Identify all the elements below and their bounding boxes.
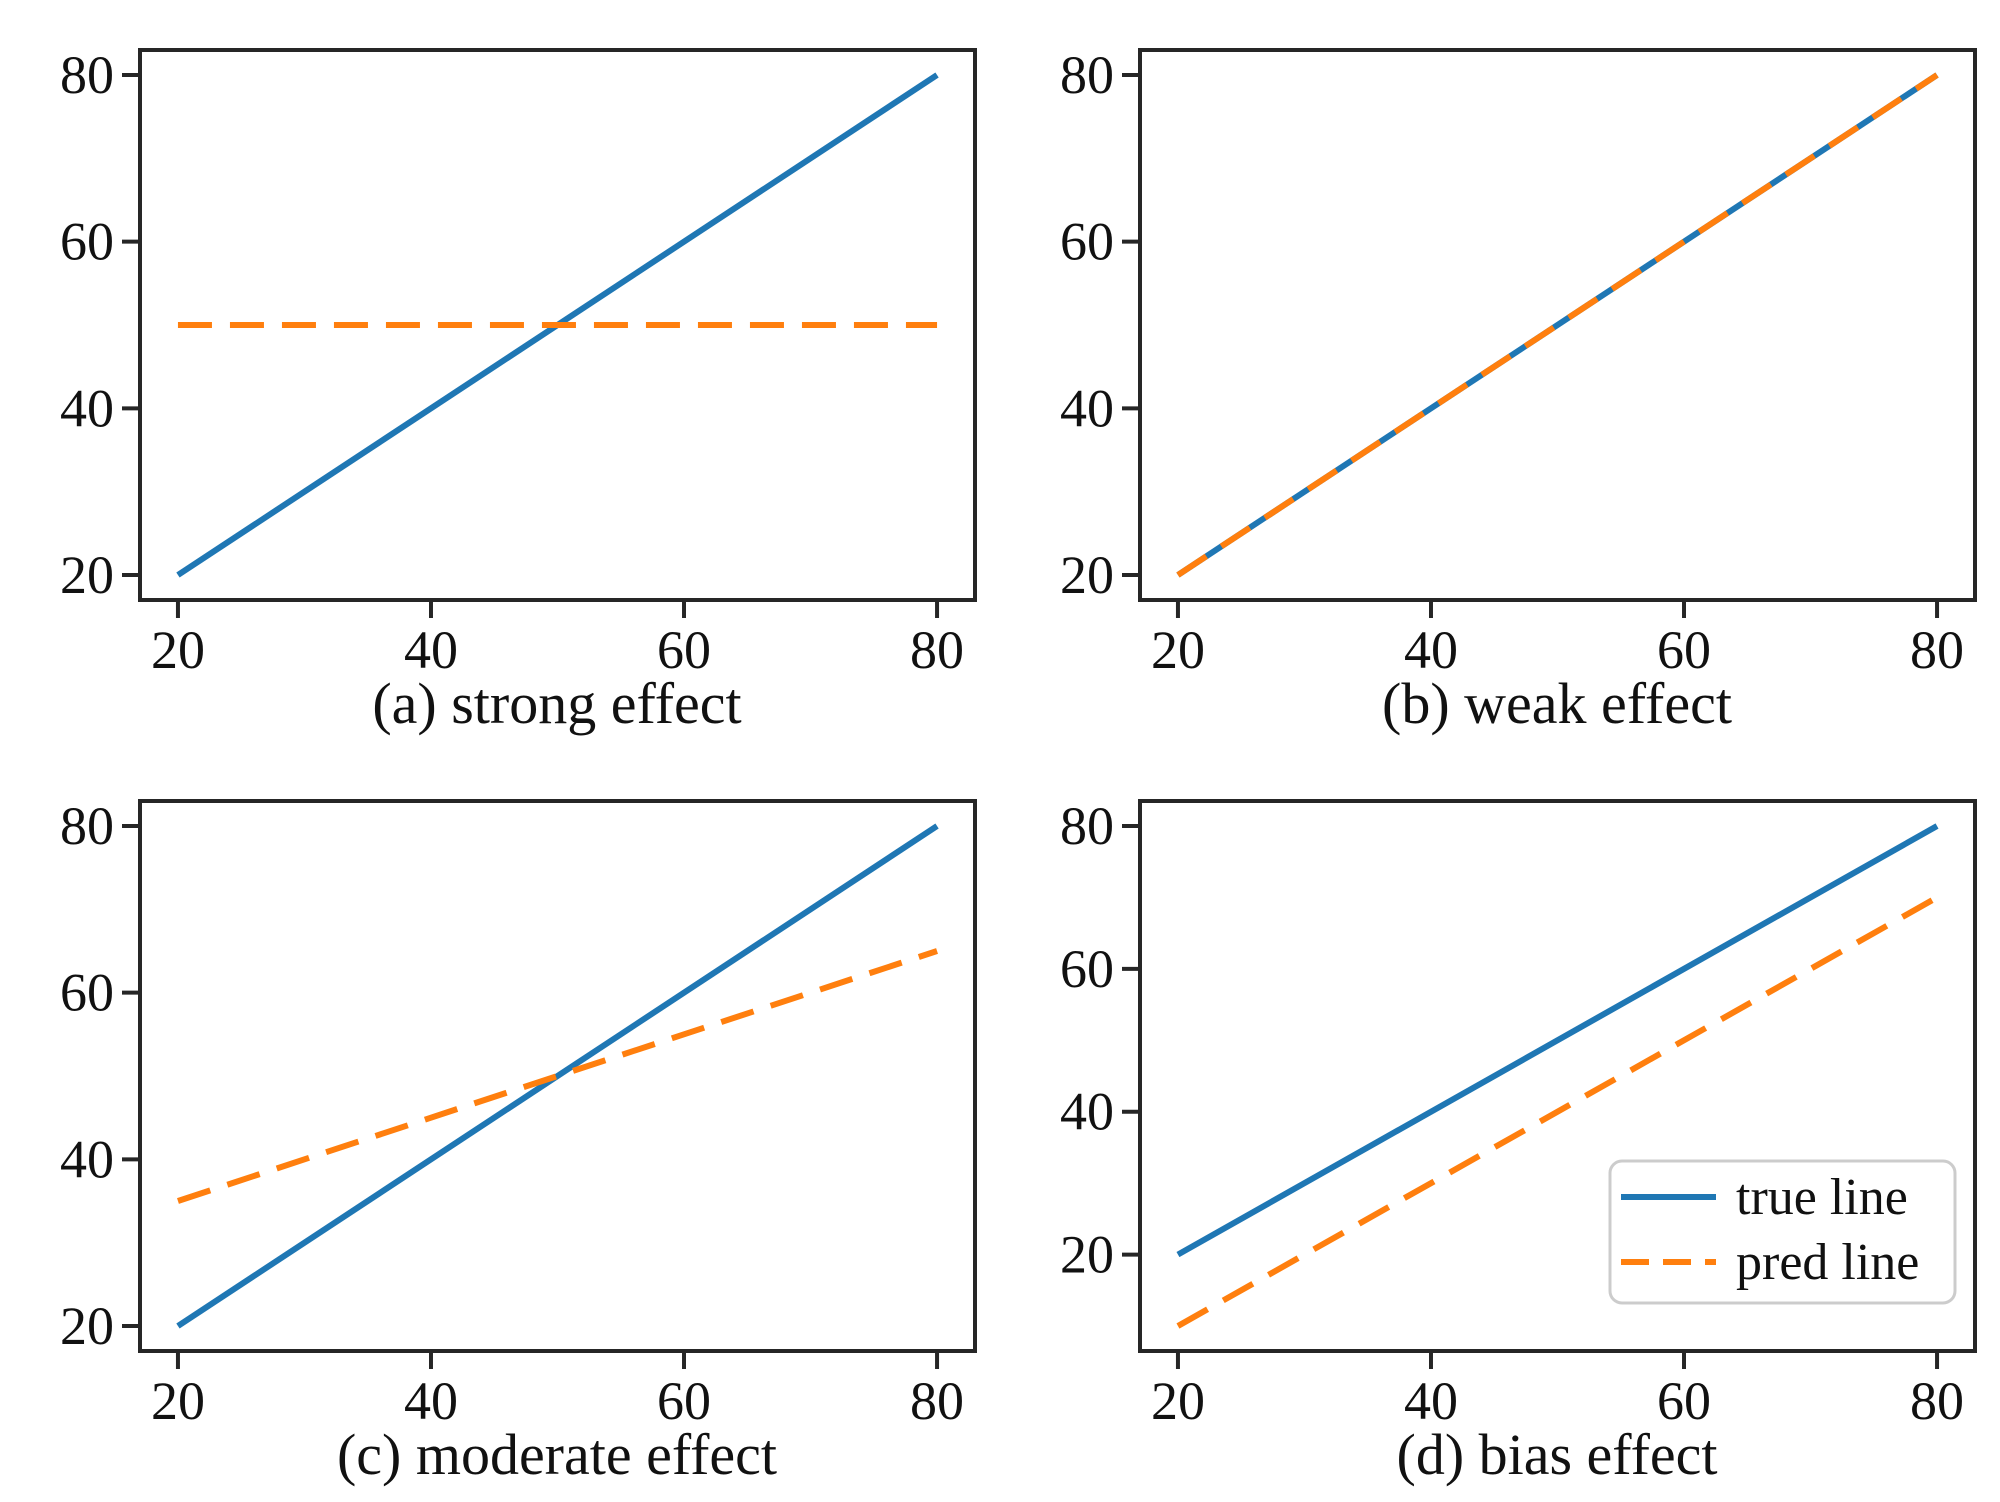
x-tick-label: 40: [404, 620, 458, 680]
legend-label: true line: [1736, 1169, 1908, 1226]
x-tick-label: 60: [1657, 1371, 1711, 1431]
panel-b-weak-effect: 20 40 60 80 20 40 60 80 (b) weak effect: [1000, 0, 2000, 751]
x-tick-label: 60: [657, 620, 711, 680]
y-tick-label: 40: [60, 1129, 114, 1189]
x-tick-label: 20: [151, 1371, 205, 1431]
x-tick-label: 80: [910, 620, 964, 680]
x-tick-label: 20: [1151, 620, 1205, 680]
axes-spine: [1138, 799, 1977, 1353]
panel-d-caption: (d) bias effect: [1396, 1422, 1718, 1487]
true-line-path: [176, 823, 939, 1329]
y-tick-label: 60: [60, 963, 114, 1023]
y-tick-label: 40: [1060, 378, 1114, 438]
y-tick-label: 20: [1060, 545, 1114, 605]
pred-line-path: [177, 948, 938, 1204]
axes-spine: [1138, 48, 1977, 602]
x-tick-label: 40: [1404, 620, 1458, 680]
panel-a-caption: (a) strong effect: [372, 671, 742, 736]
axes-spine: [138, 799, 977, 1353]
chart-c-canvas: 20 40 60 80 20 40 60 80: [60, 796, 977, 1431]
panel-c-caption: (c) moderate effect: [336, 1422, 778, 1487]
x-tick-label: 80: [910, 1371, 964, 1431]
y-tick-label: 40: [60, 378, 114, 438]
x-tick-label: 80: [1910, 1371, 1964, 1431]
y-tick-label: 20: [60, 545, 114, 605]
y-tick-label: 40: [1060, 1082, 1114, 1142]
panel-d-bias-effect: 20 40 60 80 20 40 60 80 true line pred line (d) b…: [1000, 751, 2000, 1502]
y-tick-label: 20: [1060, 1225, 1114, 1285]
x-tick-label: 60: [1657, 620, 1711, 680]
y-tick-label: 80: [60, 796, 114, 856]
y-tick-label: 80: [1060, 45, 1114, 105]
y-tick-label: 80: [1060, 796, 1114, 856]
x-tick-label: 20: [151, 620, 205, 680]
y-tick-label: 60: [60, 212, 114, 272]
pred-line-path: [1176, 894, 1939, 1329]
panel-b-caption: (b) weak effect: [1382, 671, 1732, 736]
x-tick-label: 40: [1404, 1371, 1458, 1431]
panel-c-moderate-effect: 20 40 60 80 20 40 60 80 (c) moderate effect: [0, 751, 1000, 1502]
legend-box: true line pred line: [1608, 1159, 1957, 1305]
chart-d-canvas: 20 40 60 80 20 40 60 80 true line pred line: [1060, 796, 1977, 1431]
pred-line-path: [1176, 72, 1939, 578]
y-tick-label: 20: [60, 1296, 114, 1356]
x-tick-label: 40: [404, 1371, 458, 1431]
panel-a-strong-effect: 20 40 60 80 20 40 60 80 (a) strong effect: [0, 0, 1000, 751]
y-tick-label: 60: [1060, 212, 1114, 272]
x-tick-label: 60: [657, 1371, 711, 1431]
x-tick-label: 80: [1910, 620, 1964, 680]
chart-b-canvas: 20 40 60 80 20 40 60 80: [1060, 45, 1977, 680]
legend-label: pred line: [1736, 1234, 1919, 1291]
axes-spine: [138, 48, 977, 602]
chart-a-canvas: 20 40 60 80 20 40 60 80: [60, 45, 977, 680]
y-tick-label: 80: [60, 45, 114, 105]
x-tick-label: 20: [1151, 1371, 1205, 1431]
true-line-path: [1176, 823, 1939, 1258]
y-tick-label: 60: [1060, 939, 1114, 999]
